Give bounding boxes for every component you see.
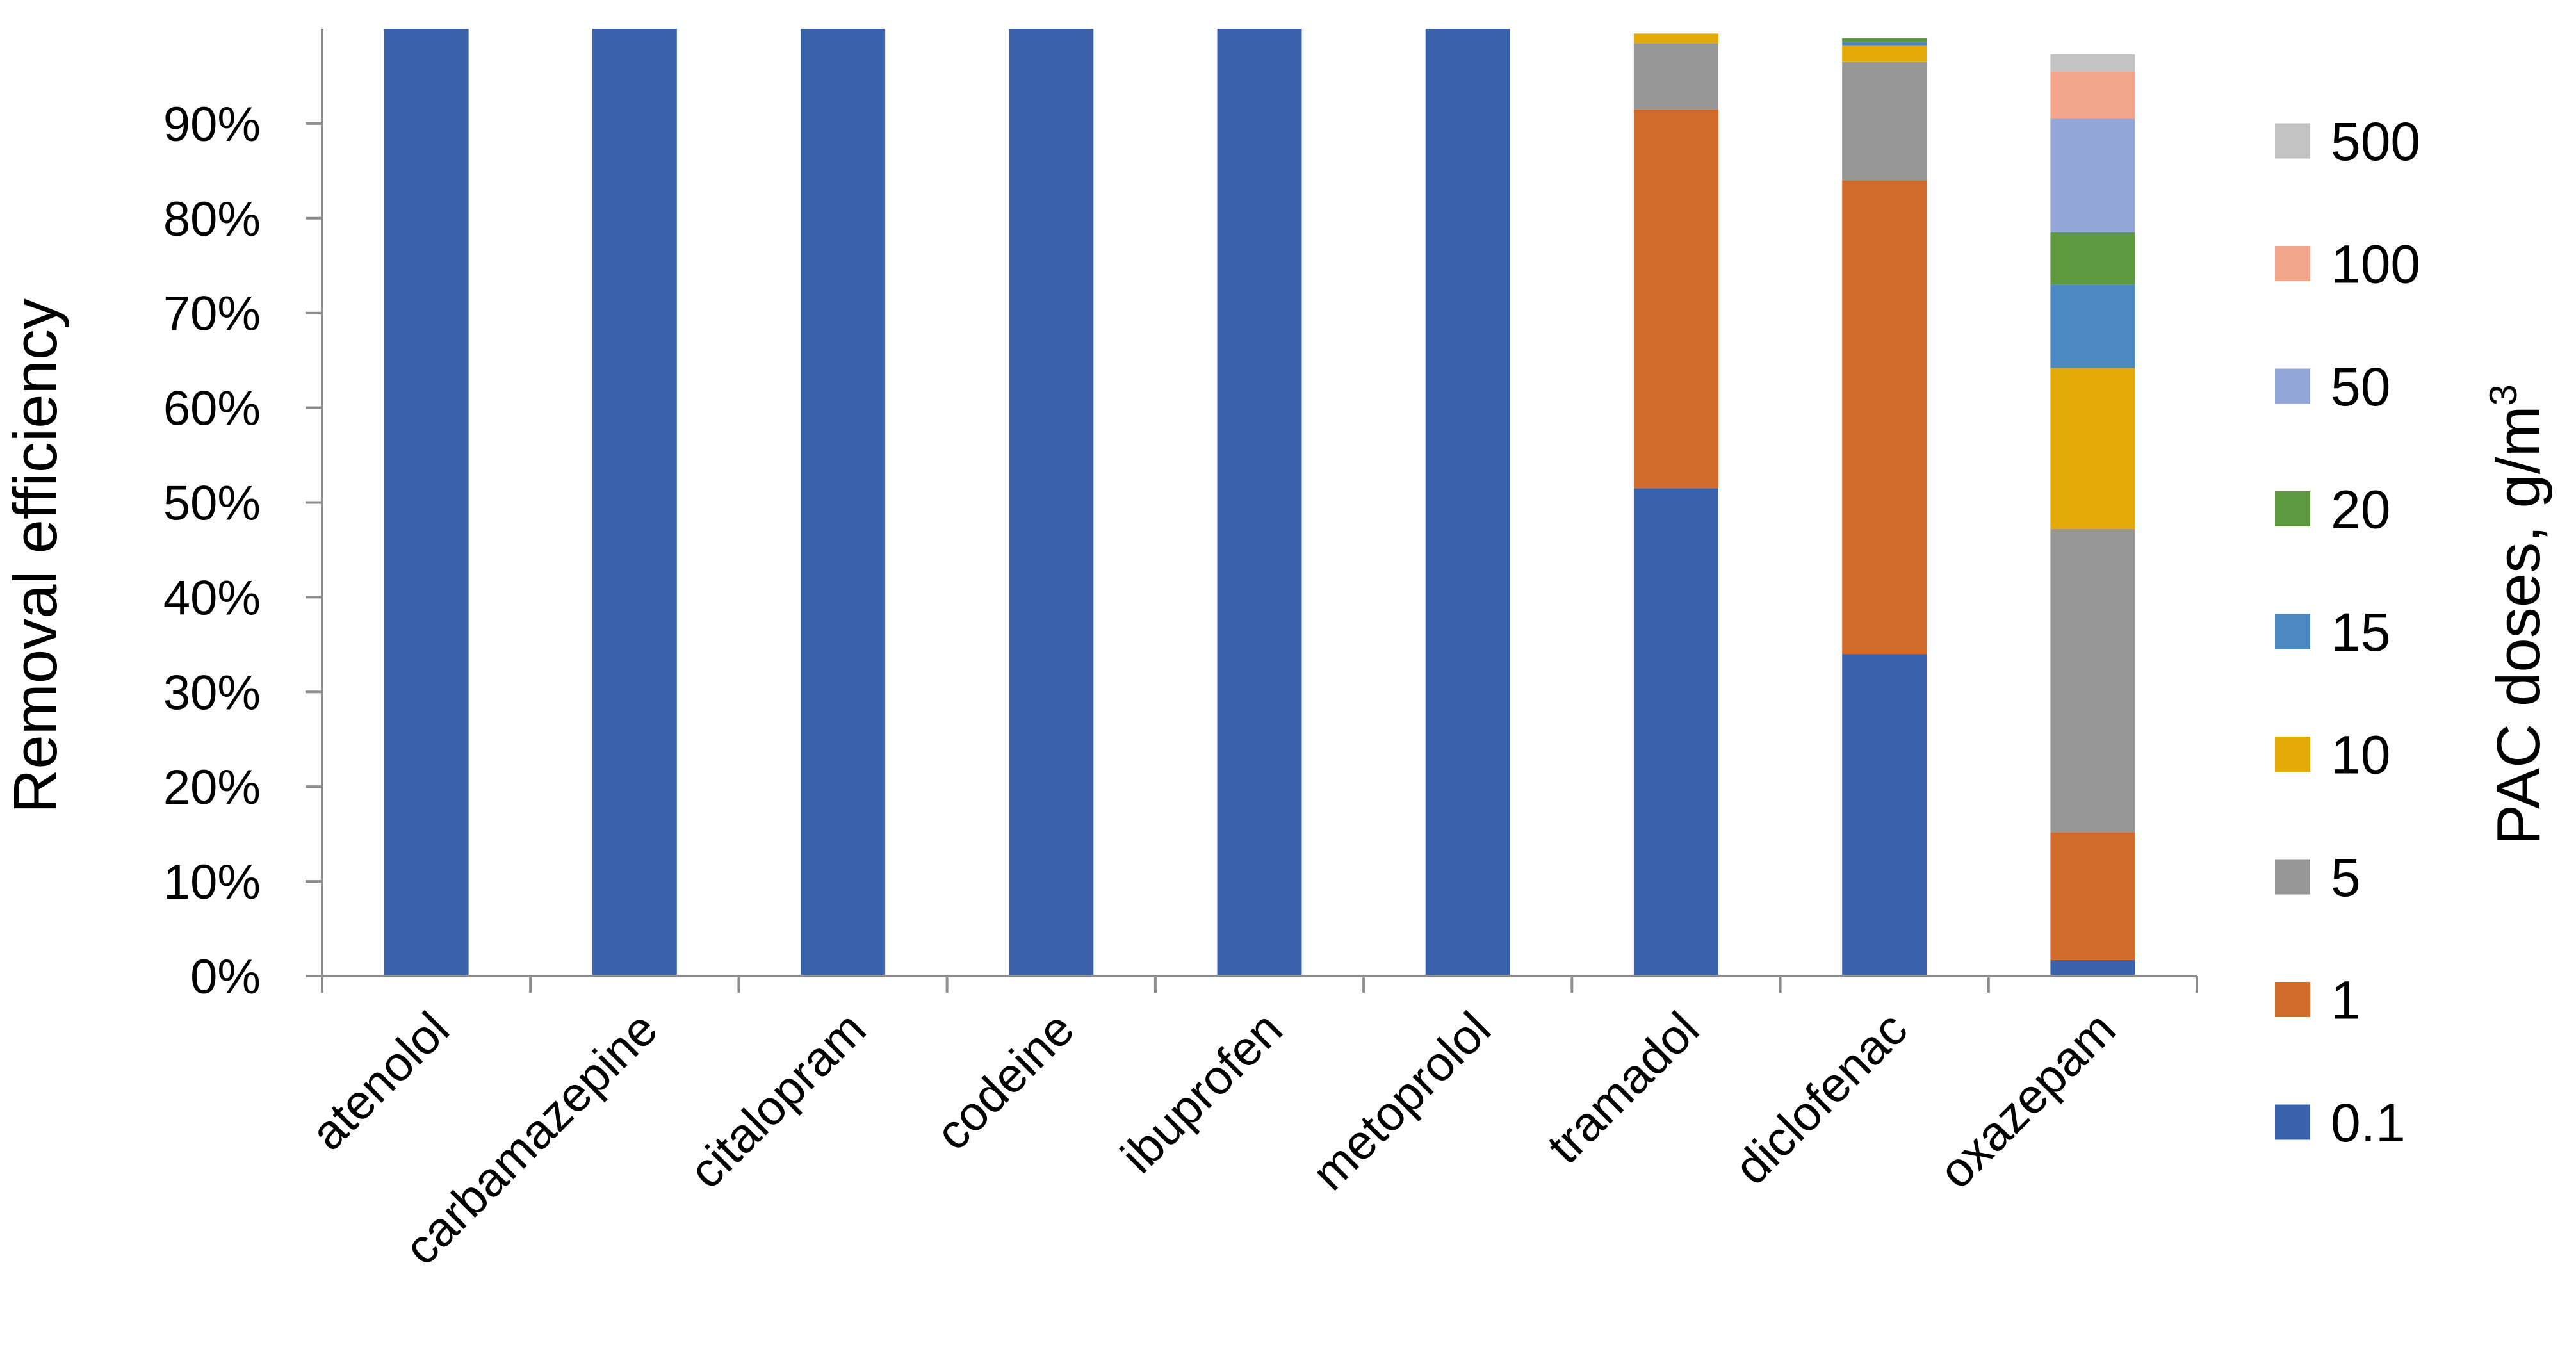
- y-tick-label: 40%: [163, 571, 261, 625]
- legend-label-5: 5: [2331, 847, 2361, 908]
- bar-segment-tramadol-0.1: [1633, 488, 1718, 976]
- y-tick-label: 90%: [163, 97, 261, 152]
- y-tick-label: 30%: [163, 665, 261, 720]
- legend-swatch-5: [2275, 859, 2310, 895]
- legend-title-text: PAC doses, g/m: [2484, 405, 2553, 845]
- bar-segment-oxazepam-50: [2050, 118, 2135, 232]
- y-ticks-layer: 0% 10% 20% 30% 40% 50% 60% 70% 80% 90%: [163, 97, 322, 1004]
- y-tick-label: 60%: [163, 382, 261, 436]
- bar-segment-oxazepam-20: [2050, 232, 2135, 285]
- bar-segment-tramadol-1: [1633, 109, 1718, 489]
- bar-segment-tramadol-10: [1633, 33, 1718, 44]
- bar-segment-codeine-0.1: [1009, 29, 1094, 976]
- bar-segment-diclofenac-5: [1842, 61, 1927, 181]
- legend-label-100: 100: [2331, 234, 2420, 295]
- legend-swatch-100: [2275, 246, 2310, 281]
- bar-segment-metoprolol-0.1: [1425, 29, 1510, 976]
- legend-label-0.1: 0.1: [2331, 1093, 2406, 1153]
- bar-segment-oxazepam-100: [2050, 71, 2135, 119]
- category-label-ibuprofen: ibuprofen: [1111, 1002, 1292, 1184]
- bar-segment-ibuprofen-0.1: [1217, 29, 1302, 976]
- legend-label-10: 10: [2331, 725, 2390, 785]
- bars-layer: [384, 29, 2135, 976]
- bar-segment-diclofenac-1: [1842, 180, 1927, 655]
- bar-segment-diclofenac-20: [1842, 38, 1927, 42]
- category-label-atenolol: atenolol: [300, 1002, 459, 1161]
- bar-segment-oxazepam-1: [2050, 832, 2135, 960]
- bar-segment-carbamazepine-0.1: [592, 29, 677, 976]
- y-tick-label: 10%: [163, 855, 261, 909]
- legend-title: PAC doses, g/m3: [2482, 384, 2553, 845]
- legend-swatch-0.1: [2275, 1104, 2310, 1140]
- bar-segment-atenolol-0.1: [384, 29, 469, 976]
- bar-segment-oxazepam-500: [2050, 54, 2135, 72]
- category-label-tramadol: tramadol: [1537, 1002, 1709, 1174]
- category-label-citalopram: citalopram: [679, 1002, 876, 1199]
- legend-label-500: 500: [2331, 111, 2420, 172]
- bar-segment-oxazepam-0.1: [2050, 959, 2135, 976]
- bar-segment-citalopram-0.1: [801, 29, 886, 976]
- y-tick-label: 0%: [190, 950, 261, 1004]
- bar-segment-diclofenac-0.1: [1842, 654, 1927, 976]
- legend-swatch-15: [2275, 614, 2310, 649]
- legend-label-50: 50: [2331, 357, 2390, 417]
- legend-title-superscript: 3: [2482, 384, 2525, 405]
- legend-swatch-10: [2275, 737, 2310, 772]
- legend: 500 100 50 20 15 10 5 1 0.1: [2275, 111, 2420, 1153]
- legend-swatch-50: [2275, 368, 2310, 404]
- bar-segment-tramadol-5: [1633, 43, 1718, 110]
- y-tick-label: 20%: [163, 760, 261, 815]
- bar-segment-oxazepam-5: [2050, 528, 2135, 833]
- y-axis-title: Removal efficiency: [1, 298, 70, 813]
- bar-segment-diclofenac-10: [1842, 45, 1927, 62]
- legend-swatch-1: [2275, 982, 2310, 1017]
- legend-label-20: 20: [2331, 480, 2390, 540]
- bar-segment-oxazepam-15: [2050, 284, 2135, 368]
- bar-segment-oxazepam-10: [2050, 368, 2135, 529]
- legend-swatch-20: [2275, 491, 2310, 526]
- legend-label-1: 1: [2331, 970, 2361, 1031]
- y-tick-label: 70%: [163, 287, 261, 341]
- legend-label-15: 15: [2331, 602, 2390, 662]
- legend-swatch-500: [2275, 123, 2310, 159]
- category-label-codeine: codeine: [925, 1002, 1084, 1161]
- category-label-oxazepam: oxazepam: [1928, 1002, 2126, 1199]
- bar-segment-diclofenac-15: [1842, 42, 1927, 46]
- y-tick-label: 80%: [163, 192, 261, 247]
- category-label-diclofenac: diclofenac: [1724, 1002, 1918, 1195]
- y-tick-label: 50%: [163, 477, 261, 531]
- category-label-metoprolol: metoprolol: [1302, 1002, 1501, 1201]
